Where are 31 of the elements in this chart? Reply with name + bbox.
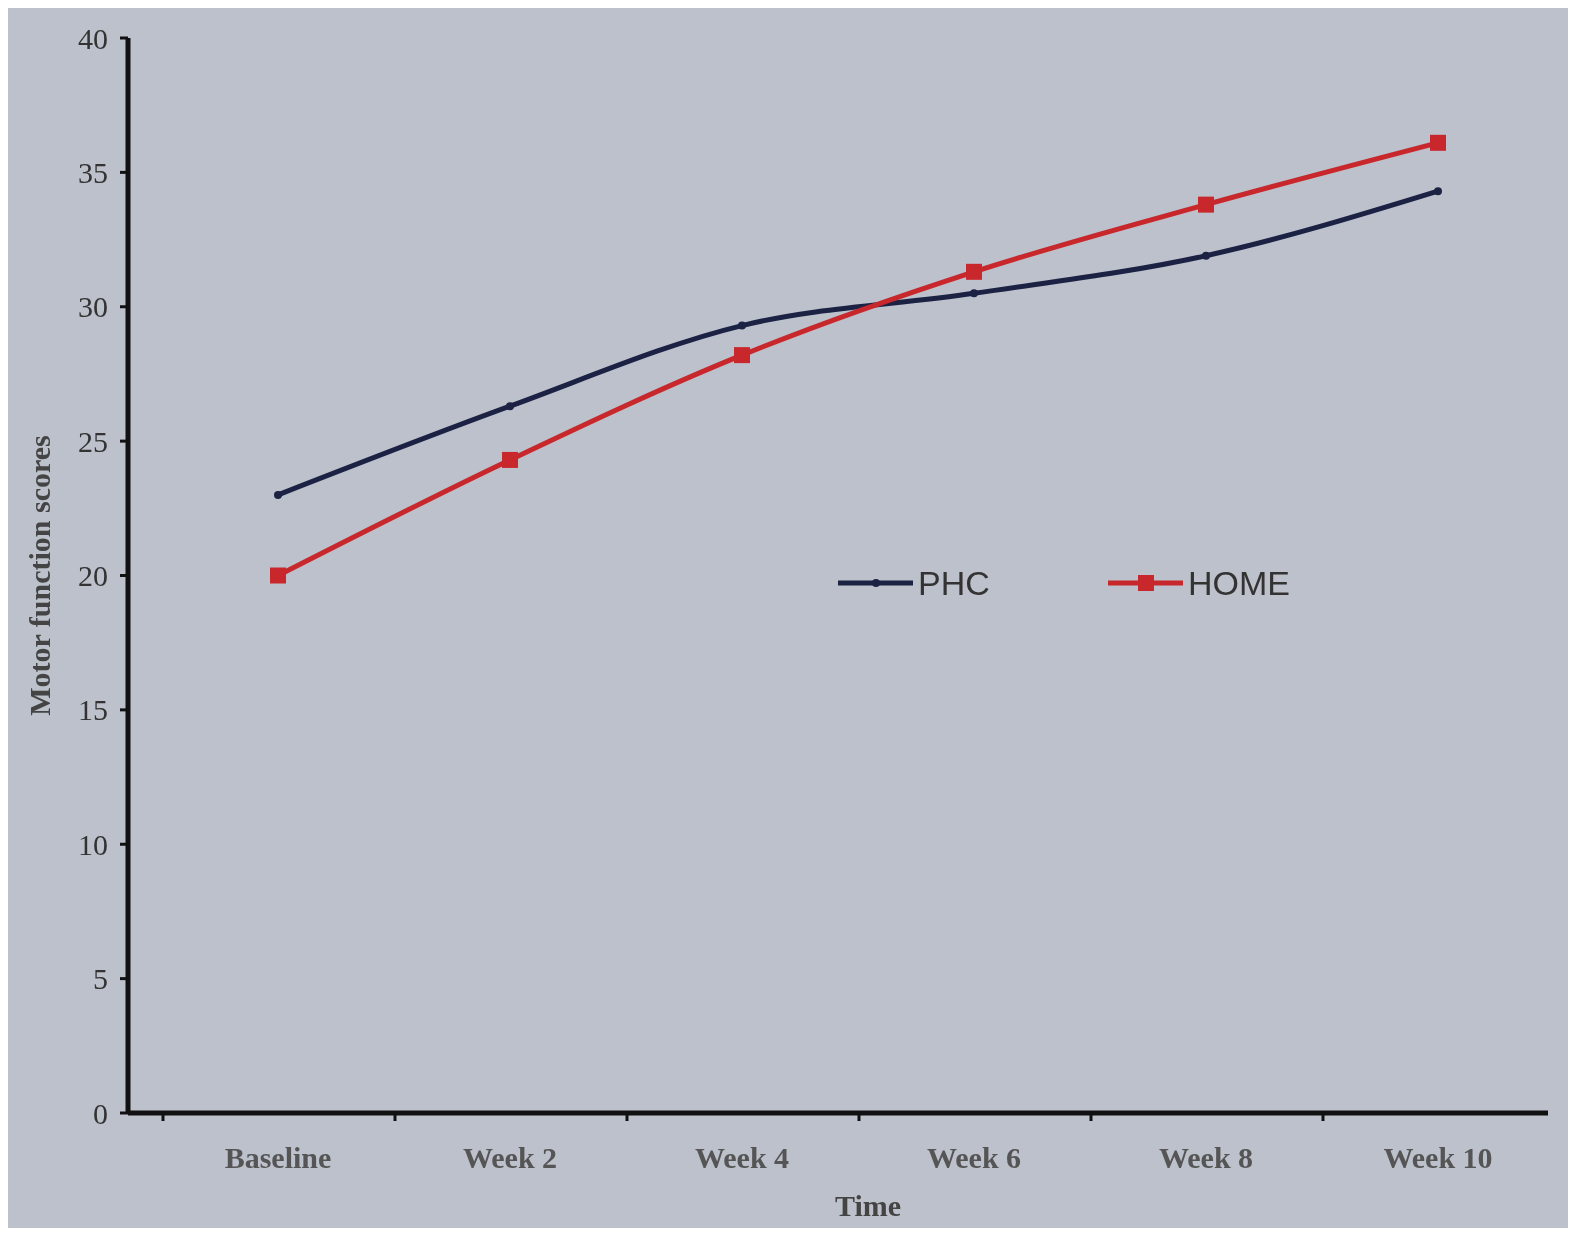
y-tick-label: 35 [78, 155, 108, 189]
y-tick-label: 40 [78, 21, 108, 55]
point [738, 321, 746, 330]
y-tick-label: 30 [78, 290, 108, 324]
x-tick-label: Week 4 [694, 1141, 790, 1174]
legend-label: PHC [918, 563, 990, 602]
x-tick-label: Week 8 [1158, 1141, 1254, 1174]
point [1434, 187, 1442, 196]
x-axis-title: Time [834, 1189, 902, 1222]
y-axis-title: Motor function scores [23, 435, 56, 716]
y-tick-label: 10 [78, 827, 108, 861]
point [970, 289, 978, 298]
x-tick-label: Week 2 [462, 1141, 558, 1174]
point [274, 490, 282, 499]
x-tick-label: Week 10 [1383, 1141, 1493, 1174]
point [734, 347, 750, 364]
point [1198, 196, 1214, 213]
x-tick-label: Week 6 [926, 1141, 1022, 1174]
point [506, 402, 514, 411]
legend-label: HOME [1188, 563, 1290, 602]
point [502, 451, 518, 468]
y-tick-label: 20 [78, 559, 108, 592]
point [270, 567, 286, 584]
point [966, 263, 982, 280]
point [1430, 134, 1446, 151]
y-tick-label: 0 [93, 1096, 108, 1130]
y-tick-label: 15 [78, 693, 108, 727]
point [1202, 251, 1210, 260]
y-tick-label: 5 [93, 962, 108, 996]
y-tick-label: 25 [78, 424, 108, 458]
x-tick-label: Baseline [224, 1141, 332, 1174]
